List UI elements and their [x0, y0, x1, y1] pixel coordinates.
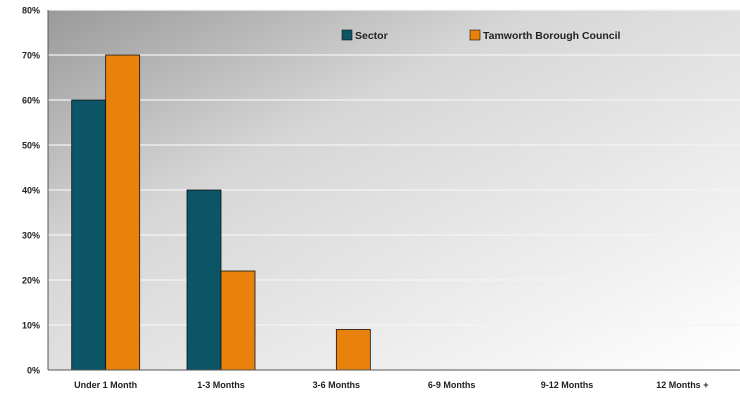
y-tick-label: 20% [22, 276, 40, 286]
bar-tamworth-borough-council [220, 270, 256, 371]
legend-label: Sector [355, 30, 388, 42]
legend-label: Tamworth Borough Council [483, 30, 621, 42]
axes: 0% 10% 20% 30% 40% 50% 60% 70% 80% Under 1 Month 1… [22, 6, 740, 390]
y-tick-label: 50% [22, 141, 40, 151]
bar-tamworth-borough-council [335, 329, 371, 371]
y-tick-label: 10% [22, 321, 40, 331]
x-tick-label: Under 1 Month [74, 380, 137, 390]
x-tick-label: 12 Months + [656, 380, 708, 390]
bar-sector [186, 189, 222, 371]
y-tick-label: 60% [22, 96, 40, 106]
y-tick-label: 0% [27, 366, 40, 376]
x-tick-label: 3-6 Months [313, 380, 361, 390]
y-tick-label: 70% [22, 51, 40, 61]
legend-swatch [341, 29, 353, 41]
x-tick-label: 1-3 Months [197, 380, 245, 390]
x-tick-label: 6-9 Months [428, 380, 476, 390]
bar-tamworth-borough-council [105, 54, 141, 371]
bars [71, 54, 371, 371]
x-tick-label: 9-12 Months [541, 380, 594, 390]
y-tick-label: 30% [22, 231, 40, 241]
bar-sector [71, 99, 107, 371]
y-tick-label: 40% [22, 186, 40, 196]
legend-swatch [469, 29, 481, 41]
y-tick-label: 80% [22, 6, 40, 16]
legend: Sector Tamworth Borough Council [341, 29, 621, 42]
gridlines [48, 9, 740, 326]
